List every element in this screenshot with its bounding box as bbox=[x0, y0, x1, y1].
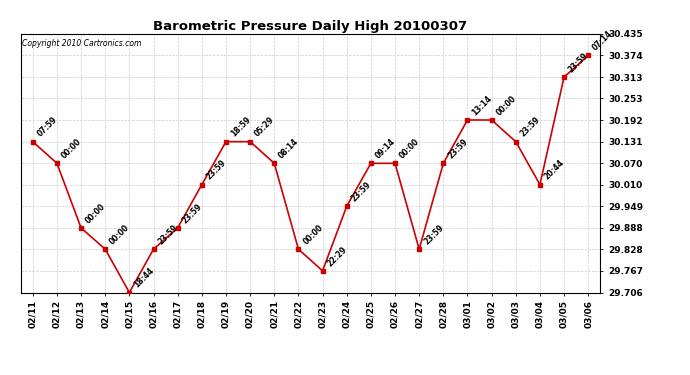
Text: 00:00: 00:00 bbox=[108, 223, 131, 246]
Text: 00:00: 00:00 bbox=[60, 137, 83, 160]
Text: 07:14: 07:14 bbox=[591, 29, 615, 52]
Text: 23:59: 23:59 bbox=[519, 116, 542, 139]
Text: 18:44: 18:44 bbox=[132, 266, 156, 290]
Title: Barometric Pressure Daily High 20100307: Barometric Pressure Daily High 20100307 bbox=[153, 20, 468, 33]
Text: 23:59: 23:59 bbox=[446, 137, 469, 160]
Text: 00:00: 00:00 bbox=[495, 94, 518, 117]
Text: 22:29: 22:29 bbox=[326, 244, 348, 268]
Text: 23:59: 23:59 bbox=[350, 180, 373, 204]
Text: Copyright 2010 Cartronics.com: Copyright 2010 Cartronics.com bbox=[22, 39, 141, 48]
Text: 23:59: 23:59 bbox=[157, 223, 179, 246]
Text: 23:59: 23:59 bbox=[422, 223, 445, 246]
Text: 23:59: 23:59 bbox=[567, 51, 590, 74]
Text: 23:59: 23:59 bbox=[181, 202, 204, 225]
Text: 00:00: 00:00 bbox=[84, 202, 107, 225]
Text: 08:14: 08:14 bbox=[277, 137, 301, 160]
Text: 18:59: 18:59 bbox=[229, 116, 252, 139]
Text: 20:44: 20:44 bbox=[543, 158, 566, 182]
Text: 13:14: 13:14 bbox=[471, 94, 493, 117]
Text: 23:59: 23:59 bbox=[205, 159, 228, 182]
Text: 09:14: 09:14 bbox=[374, 137, 397, 160]
Text: 07:59: 07:59 bbox=[36, 116, 59, 139]
Text: 00:00: 00:00 bbox=[398, 137, 421, 160]
Text: 00:00: 00:00 bbox=[302, 223, 324, 246]
Text: 05:29: 05:29 bbox=[253, 116, 276, 139]
